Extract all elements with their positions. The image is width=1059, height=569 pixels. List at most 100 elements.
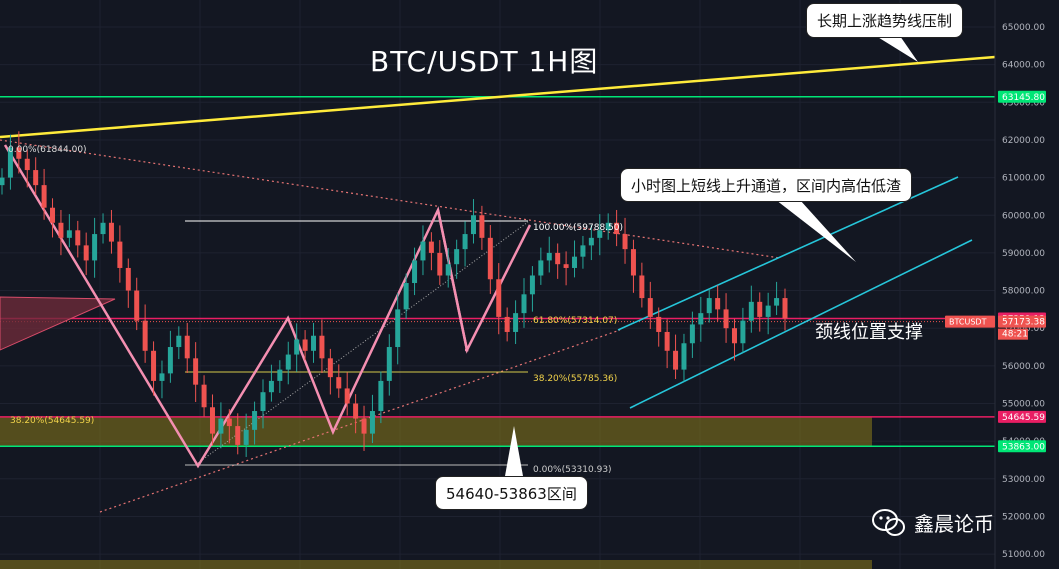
candle-body <box>252 411 258 430</box>
candle-34 <box>285 341 291 385</box>
candle-32 <box>268 364 274 402</box>
candle-52 <box>437 240 443 285</box>
candle-63 <box>529 266 535 312</box>
candle-77 <box>647 281 653 329</box>
candle-body <box>529 275 535 295</box>
candle-50 <box>420 225 426 276</box>
candle-67 <box>563 251 569 286</box>
candle-31 <box>260 379 266 429</box>
candle-4 <box>33 157 39 195</box>
candle-21 <box>176 326 182 360</box>
candle-body <box>445 264 451 276</box>
candle-body <box>226 418 232 427</box>
candle-body <box>479 215 485 238</box>
symbol-tag: BTCUSDT <box>949 318 987 327</box>
price-axis[interactable]: 51000.0052000.0053000.0054000.0055000.00… <box>945 0 1059 569</box>
candle-body <box>167 347 173 374</box>
fib-label-4: 38.20%(54645.59) <box>10 416 94 426</box>
candle-body <box>41 185 47 208</box>
y-tick-label-8: 59000.00 <box>1002 249 1045 259</box>
candle-body <box>277 369 283 381</box>
callout-channel: 小时图上短线上升通道，区间内高估低渣 <box>620 168 913 202</box>
candle-body <box>470 215 476 235</box>
candle-80 <box>673 334 679 380</box>
y-tick-label-0: 51000.00 <box>1002 550 1045 560</box>
y-tick-label-7: 58000.00 <box>1002 287 1045 297</box>
candle-20 <box>167 330 173 383</box>
candle-54 <box>454 239 460 279</box>
candle-83 <box>698 296 704 342</box>
candle-43 <box>361 405 367 451</box>
candle-41 <box>344 372 350 416</box>
watermark: 鑫晨论币 <box>872 508 994 537</box>
candle-60 <box>504 307 510 342</box>
candle-body <box>7 147 13 178</box>
candle-body <box>740 320 746 344</box>
y-tick-label-5: 56000.00 <box>1002 362 1045 372</box>
candle-35 <box>294 323 300 372</box>
candle-84 <box>706 288 712 323</box>
candle-body <box>369 411 375 434</box>
candle-body <box>546 252 552 261</box>
candle-87 <box>731 318 737 361</box>
candle-body <box>243 429 249 445</box>
candle-body <box>184 335 190 359</box>
candle-75 <box>630 239 636 293</box>
candle-body <box>605 222 611 231</box>
candle-89 <box>748 285 754 333</box>
y-tick-label-1: 52000.00 <box>1002 512 1045 522</box>
candle-body <box>748 301 754 321</box>
candle-body <box>412 260 418 284</box>
candle-44 <box>369 394 375 444</box>
callout-channel-text: 小时图上短线上升通道，区间内高估低渣 <box>631 176 902 195</box>
candle-body <box>437 252 443 276</box>
ascending-dotted-line <box>99 329 621 513</box>
candle-body <box>639 275 645 299</box>
candle-45 <box>378 371 384 424</box>
channel-upper <box>617 176 959 331</box>
candle-82 <box>689 311 695 358</box>
callout-long-term-trend: 长期上涨趋势线压制 <box>806 3 964 38</box>
candle-body <box>268 380 274 393</box>
candle-19 <box>159 360 165 399</box>
y-tick-label-11: 62000.00 <box>1002 136 1045 146</box>
candle-51 <box>428 232 434 271</box>
drawings <box>0 36 996 513</box>
price-label-3: 54645.59 <box>1002 413 1045 423</box>
candle-body <box>706 298 712 314</box>
candle-6 <box>50 198 56 238</box>
candle-body <box>117 241 123 268</box>
candle-23 <box>193 342 199 402</box>
candle-body <box>151 350 157 381</box>
fib-diagonal <box>197 221 529 464</box>
candle-body <box>16 147 22 159</box>
fib-label-3: 38.20%(55785.36) <box>533 374 617 384</box>
candle-body <box>176 335 182 348</box>
price-label-2: 57173.38 <box>1002 318 1045 328</box>
callout-pointer-range <box>505 426 523 476</box>
price-label-bg-2 <box>998 315 1046 328</box>
candle-93 <box>782 288 788 331</box>
candle-9 <box>75 220 81 258</box>
candle-body <box>420 241 426 261</box>
candle-30 <box>252 401 258 445</box>
candle-body <box>622 234 628 250</box>
candle-body <box>386 347 392 381</box>
candle-body <box>774 298 780 306</box>
candle-body <box>689 324 695 344</box>
candle-40 <box>336 364 342 398</box>
candle-3 <box>24 149 30 188</box>
candle-13 <box>108 209 114 254</box>
fib-labels: 0.00%(61844.00) 100.00%(59788.50) 61.80%(5… <box>8 145 623 475</box>
callout-range-text: 54640-53863区间 <box>446 484 577 503</box>
candle-body <box>513 313 519 332</box>
candle-body <box>201 384 207 408</box>
candle-79 <box>664 319 670 369</box>
left-triangle-shape <box>0 296 116 351</box>
candle-body <box>731 328 737 344</box>
price-label-4: 53863.00 <box>1002 442 1045 452</box>
candle-body <box>563 264 569 268</box>
candle-body <box>50 207 56 223</box>
candle-39 <box>327 348 333 395</box>
